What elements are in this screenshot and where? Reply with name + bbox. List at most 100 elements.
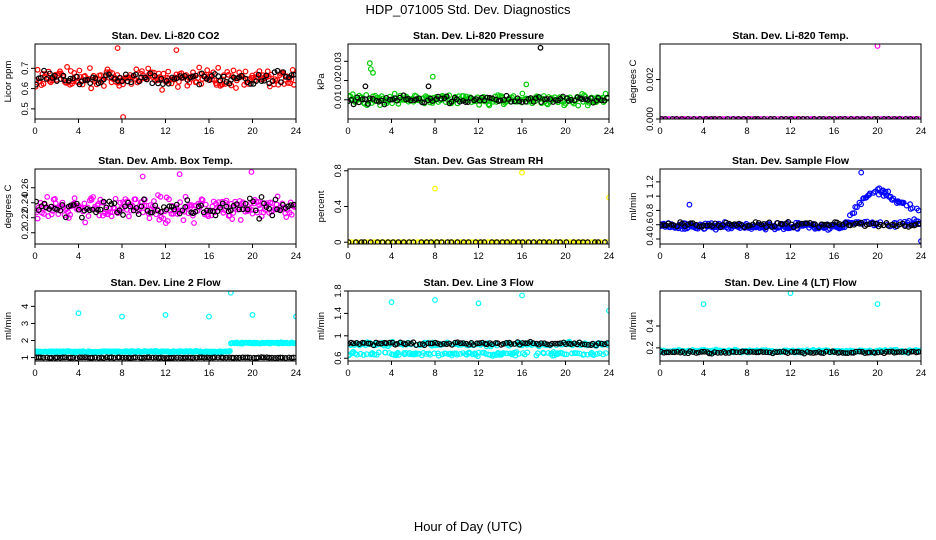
data-point: [420, 350, 427, 356]
data-point: [62, 354, 68, 361]
panel-4: Stan. Dev. Gas Stream RH 0 4 8 12 16 20 24 0 0.4 0…: [316, 155, 614, 262]
panel-points: [35, 45, 296, 119]
data-point: [196, 64, 203, 71]
data-point: [54, 206, 60, 213]
y-tick-label: 0.5: [20, 102, 31, 115]
data-point: [575, 102, 582, 109]
data-point: [519, 239, 526, 244]
x-tick-label: 8: [432, 126, 437, 137]
data-point: [432, 185, 438, 192]
data-point: [250, 198, 256, 205]
data-point: [155, 80, 162, 87]
data-point: [763, 349, 770, 356]
data-point: [229, 216, 236, 223]
x-tick-label: 4: [76, 251, 81, 262]
data-point: [40, 354, 47, 361]
data-point: [366, 95, 373, 102]
data-point: [752, 219, 759, 226]
data-point: [537, 44, 544, 51]
data-point: [598, 340, 605, 347]
y-tick-label: 0.6: [645, 218, 656, 231]
x-tick-label: 4: [76, 126, 81, 137]
data-point: [130, 354, 137, 361]
data-point: [574, 350, 581, 357]
data-point: [206, 77, 213, 83]
data-point: [595, 239, 602, 244]
panel-points: [660, 44, 921, 119]
data-point: [132, 196, 139, 203]
data-point: [149, 354, 156, 361]
data-point: [158, 208, 164, 215]
x-tick-label: 4: [701, 251, 706, 262]
data-point: [579, 341, 586, 348]
data-point: [866, 221, 873, 228]
data-point: [405, 95, 412, 102]
x-tick-label: 20: [872, 251, 883, 262]
data-point: [603, 350, 609, 357]
data-point: [429, 73, 436, 80]
data-point: [258, 354, 265, 361]
data-point: [272, 196, 279, 203]
data-point: [428, 239, 435, 244]
data-point: [282, 73, 289, 80]
data-point: [465, 239, 472, 244]
data-point: [146, 354, 153, 361]
data-point: [795, 349, 802, 355]
data-point: [706, 350, 713, 357]
data-point: [100, 76, 107, 83]
data-point: [111, 200, 118, 207]
x-tick-label: 0: [32, 126, 37, 137]
data-point: [561, 351, 568, 358]
data-point: [71, 195, 78, 202]
data-point: [602, 239, 608, 244]
data-point: [426, 350, 432, 357]
data-point: [397, 339, 404, 346]
data-point: [198, 202, 205, 209]
data-point: [110, 354, 117, 361]
data-point: [527, 338, 534, 345]
x-tick-label: 24: [916, 368, 927, 379]
data-point: [182, 354, 189, 361]
data-point: [885, 188, 892, 195]
data-point: [89, 354, 96, 361]
data-point: [395, 239, 402, 244]
x-tick-label: 16: [204, 368, 215, 379]
data-point: [196, 81, 203, 88]
data-point: [203, 207, 210, 214]
data-point: [75, 310, 82, 317]
data-point: [288, 211, 295, 218]
data-point: [485, 239, 491, 244]
data-point: [253, 198, 260, 205]
data-point: [256, 215, 263, 222]
x-tick-label: 8: [119, 368, 124, 379]
data-point: [698, 348, 705, 355]
data-point: [519, 90, 526, 97]
x-tick-label: 12: [473, 126, 484, 137]
data-point: [205, 213, 212, 220]
data-point: [549, 239, 556, 244]
data-point: [220, 354, 227, 361]
data-point: [856, 348, 863, 355]
data-point: [154, 207, 161, 214]
data-point: [124, 78, 131, 85]
data-point: [215, 64, 222, 71]
data-point: [141, 196, 147, 203]
data-point: [244, 354, 251, 361]
data-point: [116, 354, 123, 361]
data-point: [853, 348, 859, 355]
data-point: [120, 81, 126, 88]
data-point: [290, 354, 296, 361]
data-point: [191, 220, 197, 226]
data-point: [159, 81, 166, 87]
data-point: [747, 349, 754, 355]
data-point: [230, 74, 237, 81]
data-point: [510, 93, 517, 99]
data-point: [242, 200, 249, 207]
data-point: [536, 94, 542, 100]
x-tick-label: 8: [119, 126, 124, 137]
data-point: [671, 349, 678, 356]
data-point: [86, 65, 93, 71]
data-point: [902, 223, 908, 230]
data-point: [348, 96, 355, 103]
data-point: [233, 201, 240, 208]
